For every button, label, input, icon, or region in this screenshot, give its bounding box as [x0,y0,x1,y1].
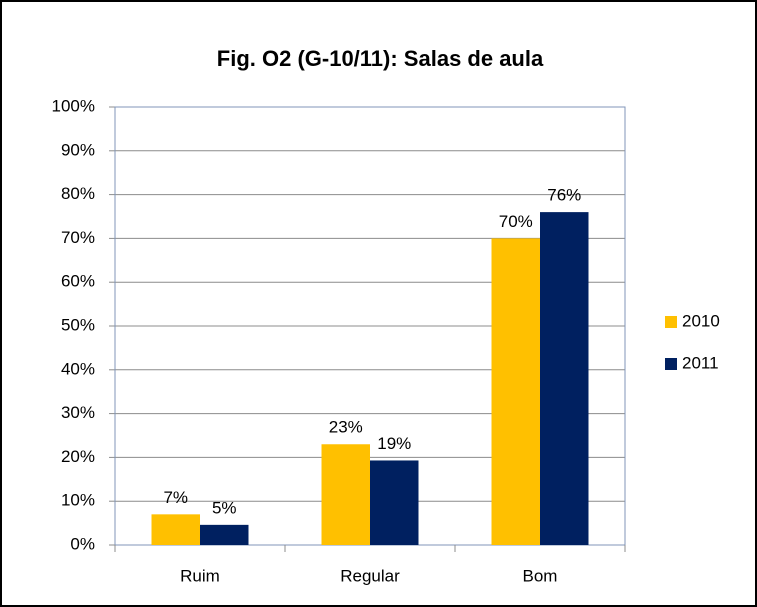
data-label: 76% [547,186,581,205]
y-tick-label: 40% [61,359,95,378]
data-label: 19% [377,434,411,453]
y-tick-label: 30% [61,403,95,422]
data-label: 5% [212,498,237,517]
chart-title: Fig. O2 (G-10/11): Salas de aula [217,46,544,71]
bar [540,212,589,545]
y-tick-label: 60% [61,272,95,291]
data-label: 7% [163,488,188,507]
y-tick-label: 80% [61,184,95,203]
bar [491,238,540,545]
legend-label: 2010 [682,311,720,330]
y-tick-label: 10% [61,491,95,510]
y-tick-label: 0% [70,534,95,553]
y-tick-label: 20% [61,447,95,466]
bar [151,514,200,545]
data-label: 70% [499,212,533,231]
legend-swatch [665,358,677,370]
y-tick-label: 50% [61,315,95,334]
bar [321,444,370,545]
bar [200,524,249,545]
legend-swatch [665,316,677,328]
y-tick-label: 100% [52,96,95,115]
data-label: 23% [329,418,363,437]
x-tick-label: Ruim [180,566,220,585]
bar [370,460,419,545]
x-tick-label: Regular [340,566,400,585]
legend-label: 2011 [682,353,719,372]
y-tick-label: 90% [61,140,95,159]
x-tick-label: Bom [523,566,558,585]
y-tick-label: 70% [61,228,95,247]
